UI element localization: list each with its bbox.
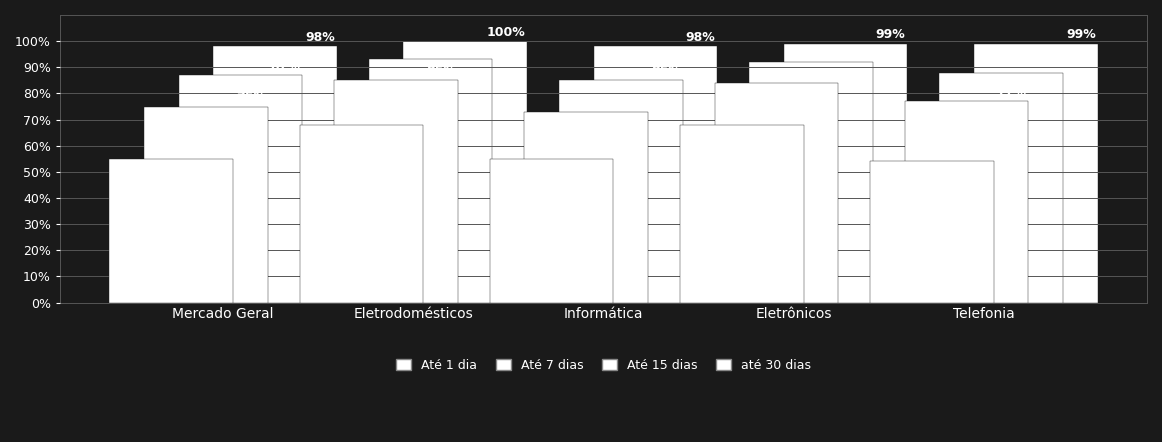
Text: 92%: 92% bbox=[841, 46, 870, 59]
Text: 85%: 85% bbox=[651, 65, 681, 78]
Text: 99%: 99% bbox=[1066, 28, 1096, 41]
Bar bbox=[974, 44, 1098, 303]
Bar bbox=[335, 80, 458, 303]
Bar bbox=[403, 41, 528, 303]
Bar bbox=[559, 80, 682, 303]
Text: 68%: 68% bbox=[392, 109, 422, 122]
Bar bbox=[680, 125, 804, 303]
Bar bbox=[368, 59, 493, 303]
Text: 84%: 84% bbox=[806, 67, 837, 80]
Text: 75%: 75% bbox=[236, 91, 266, 104]
Text: 77%: 77% bbox=[997, 86, 1026, 99]
Text: 98%: 98% bbox=[306, 31, 335, 44]
Text: 100%: 100% bbox=[487, 26, 525, 38]
Bar bbox=[144, 107, 267, 303]
Bar bbox=[870, 161, 994, 303]
Bar bbox=[715, 83, 838, 303]
Bar bbox=[594, 46, 717, 303]
Bar bbox=[213, 46, 337, 303]
Text: 98%: 98% bbox=[686, 31, 716, 44]
Text: 55%: 55% bbox=[581, 143, 611, 156]
Bar bbox=[905, 101, 1028, 303]
Bar bbox=[179, 75, 302, 303]
Text: 54%: 54% bbox=[962, 146, 992, 159]
Text: 55%: 55% bbox=[201, 143, 231, 156]
Bar bbox=[109, 159, 232, 303]
Bar bbox=[489, 159, 614, 303]
Text: 85%: 85% bbox=[426, 65, 456, 78]
Text: 99%: 99% bbox=[876, 28, 905, 41]
Bar bbox=[939, 72, 1063, 303]
Text: 93%: 93% bbox=[460, 44, 490, 57]
Text: 88%: 88% bbox=[1032, 57, 1061, 70]
Legend: Até 1 dia, Até 7 dias, Até 15 dias, até 30 dias: Até 1 dia, Até 7 dias, Até 15 dias, até … bbox=[390, 354, 816, 377]
Text: 68%: 68% bbox=[772, 109, 802, 122]
Text: 87%: 87% bbox=[271, 60, 300, 72]
Bar bbox=[524, 112, 648, 303]
Bar bbox=[783, 44, 908, 303]
Bar bbox=[749, 62, 873, 303]
Bar bbox=[300, 125, 423, 303]
Text: 73%: 73% bbox=[616, 96, 646, 109]
